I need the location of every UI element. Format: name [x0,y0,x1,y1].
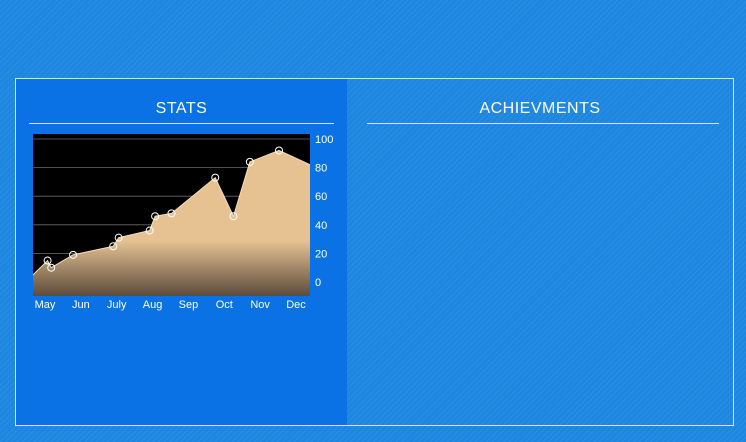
stats-title: STATS [155,100,208,117]
data-point-marker[interactable] [229,212,238,221]
stats-title-divider [29,123,334,124]
data-point-marker[interactable] [245,157,254,166]
data-point-marker[interactable] [145,226,154,235]
x-tick-label: Nov [250,299,270,311]
data-point-marker[interactable] [69,250,78,259]
achievements-panel: ACHIEVMENTS [347,79,733,425]
y-tick-label: 80 [315,163,327,175]
x-tick-label: Jun [72,299,90,311]
data-point-marker[interactable] [43,256,52,265]
x-tick-label: Dec [286,299,306,311]
data-point-marker[interactable] [151,212,160,221]
y-tick-label: 40 [315,220,327,232]
stats-chart: 0 20 40 60 80 100 May Jun July Aug Sep Oct Nov Dec [28,134,348,319]
y-tick-label: 20 [315,248,327,260]
area-series [33,150,310,296]
data-point-marker[interactable] [114,233,123,242]
y-tick-label: 100 [315,134,333,146]
y-tick-label: 0 [315,277,321,289]
data-point-marker[interactable] [275,146,284,155]
dashboard-frame: STATS 0 20 40 60 80 100 May Jun July Aug Sep Oct No… [15,78,734,426]
x-tick-label: July [107,299,127,311]
x-tick-label: Sep [179,299,199,311]
x-tick-label: May [35,299,56,311]
achievements-title: ACHIEVMENTS [479,100,601,117]
y-tick-label: 60 [315,191,327,203]
achievements-title-divider [367,123,719,124]
data-point-marker[interactable] [211,173,220,182]
stats-area-chart: 0 20 40 60 80 100 May Jun July Aug Sep Oct Nov Dec [32,134,333,311]
data-point-marker[interactable] [109,242,118,251]
x-tick-label: Oct [216,299,233,311]
data-point-marker[interactable] [167,209,176,218]
x-tick-label: Aug [143,299,163,311]
data-point-marker[interactable] [47,263,56,272]
stats-panel: STATS 0 20 40 60 80 100 May Jun July Aug Sep Oct No… [16,79,347,425]
area-series-line [32,149,311,276]
